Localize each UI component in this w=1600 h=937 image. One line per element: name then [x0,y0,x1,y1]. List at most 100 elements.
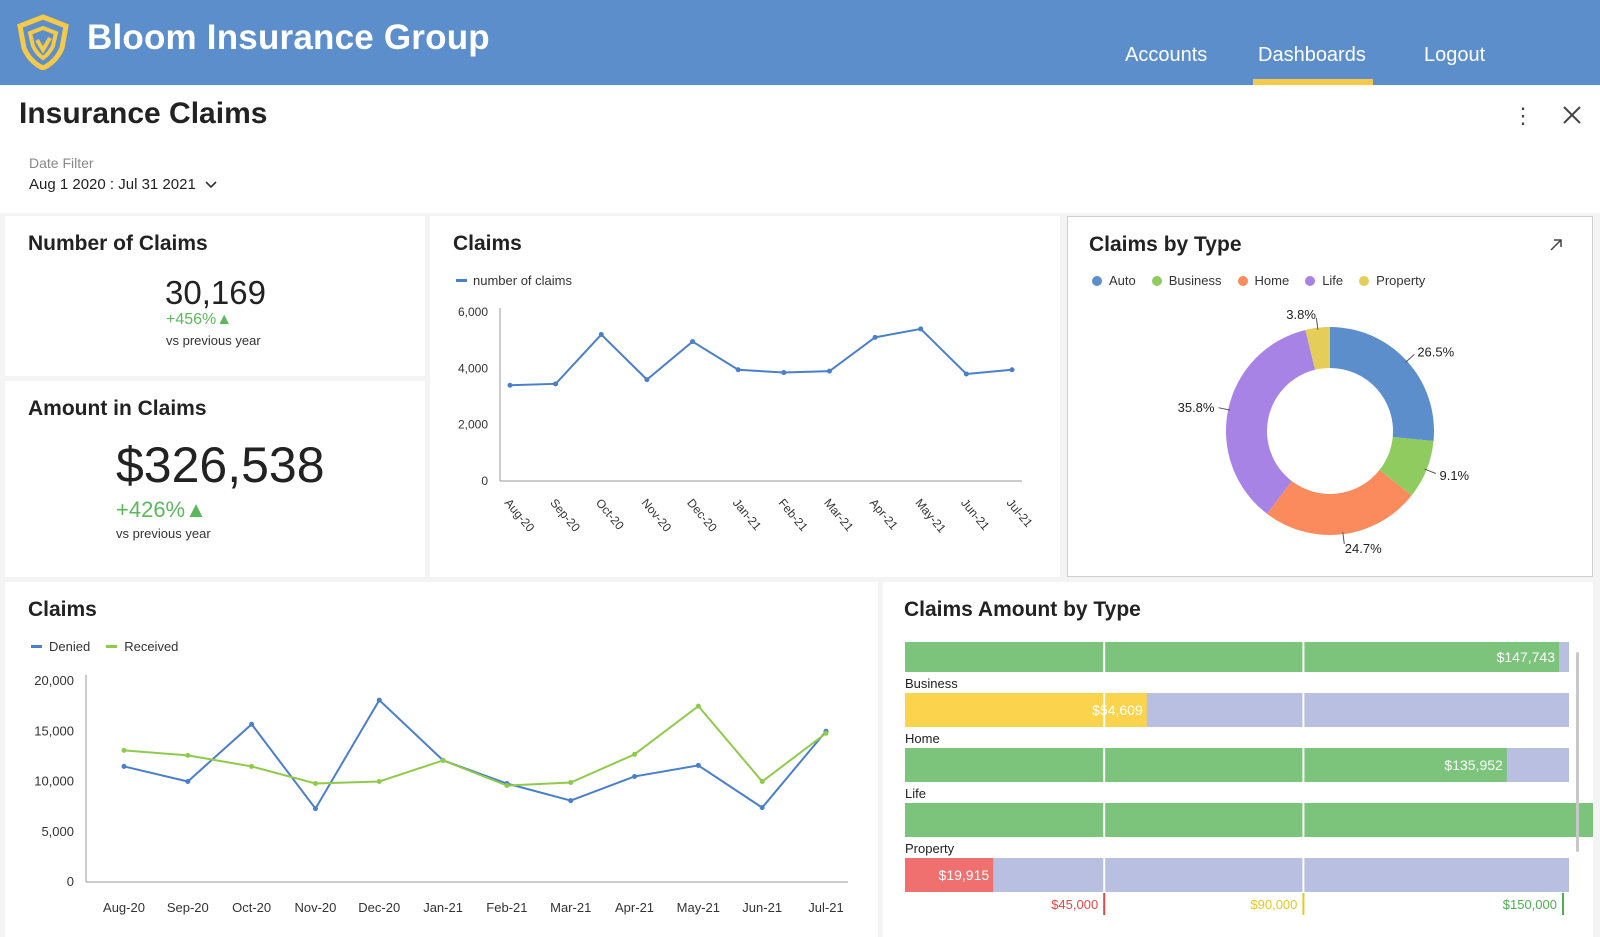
expand-icon[interactable] [1548,237,1564,253]
data-point [826,368,832,374]
data-point [781,370,787,376]
band-label: $90,000 [1250,897,1297,912]
label-leader [1424,468,1436,474]
card-claims-count: Claims number of claims 0 2,000 4,000 6,000… [430,216,1060,577]
data-point [690,339,696,345]
data-point [553,381,559,387]
kpi-value: $326,538 [116,437,325,493]
legend-swatch [1359,275,1370,286]
legend-swatch [1092,275,1102,286]
card-claims-amount-by-type: Claims Amount by Type $147,743 Business $5… [883,582,1593,937]
label-leader [1405,353,1415,363]
label-leader [1315,317,1319,330]
legend-item[interactable]: Auto [1092,273,1136,288]
x-tick-label: Jul-21 [808,900,843,915]
more-options-icon[interactable]: ⋮ [1512,103,1534,128]
legend-label: Property [1376,273,1426,288]
series-line [509,327,1013,387]
y-tick-label: 15,000 [34,723,74,738]
donut-slice [1330,327,1434,441]
data-point [507,382,513,388]
legend-item[interactable]: Received [106,639,178,654]
data-point [121,763,127,769]
data-point [823,730,829,736]
dashboard-content: Insurance Claims ⋮ Date Filter Aug 1 202… [0,85,1600,937]
bar [905,693,1147,727]
chart-title: Claims by Type [1089,233,1242,256]
legend-label: number of claims [473,273,572,288]
series-line [123,698,827,811]
donut-slice [1226,329,1316,514]
data-point [440,757,446,763]
x-tick-label: Oct-20 [593,496,627,533]
kpi-title: Amount in Claims [28,397,207,420]
chart-legend: Denied Received [31,639,188,654]
legend-item[interactable]: Property [1359,273,1425,288]
data-point [598,332,604,338]
date-filter-value: Aug 1 2020 : Jul 31 2021 [29,176,196,193]
y-tick-label: 4,000 [458,361,488,375]
x-tick-label: Dec-20 [358,900,400,915]
series-line [123,704,827,787]
data-point [695,703,701,709]
data-point [695,762,701,768]
category-label: Business [905,676,958,691]
x-tick-label: Sep-20 [547,496,583,535]
date-filter-label: Date Filter [29,155,94,171]
data-point [312,781,318,787]
card-claims-denied-received: Claims Denied Received 0 5,000 10,000 15,000… [5,582,878,937]
data-point [504,783,510,789]
donut-slice [1379,437,1434,496]
data-point [121,747,127,753]
legend-item[interactable]: Business [1151,273,1222,288]
data-point [632,773,638,779]
data-point [632,751,638,757]
kpi-card-amount-in-claims: Amount in Claims $326,538 +426%▲ vs prev… [5,381,425,577]
x-tick-label: Feb-21 [486,900,527,915]
kpi-change: +426%▲ [116,497,207,522]
data-point [376,697,382,703]
nav-accounts[interactable]: Accounts [1125,44,1208,66]
x-tick-label: May-21 [912,496,949,536]
y-tick-label: 5,000 [41,824,74,839]
bar-background [905,858,1569,892]
kpi-card-number-of-claims: Number of Claims 30,169 +456%▲ vs previo… [5,216,425,376]
chart-title: Claims Amount by Type [904,598,1141,621]
legend-item[interactable]: Life [1305,273,1343,288]
data-point [759,779,765,784]
chart-title: Claims [453,232,522,255]
legend-swatch [456,279,467,282]
data-point [312,806,318,812]
slice-label: 24.7% [1345,541,1382,556]
legend-swatch [31,645,42,648]
legend-swatch [106,645,118,648]
claims-by-type-donut-chart: 26.5% 9.1% 24.7% 35.8% 3.8% [1178,307,1470,556]
claims-count-line-chart: 0 2,000 4,000 6,000 Aug-20 Sep-20 Oct-20 Nov-20… [458,305,1036,536]
x-tick-label: Oct-20 [232,900,271,915]
data-point [568,798,574,804]
x-tick-label: Mar-21 [821,496,856,534]
nav-logout[interactable]: Logout [1424,44,1486,66]
y-tick-label: 10,000 [34,774,74,789]
bar [905,803,1593,837]
nav-dashboards[interactable]: Dashboards [1258,44,1366,66]
data-point [249,763,255,769]
bar-value-label: $135,952 [1444,757,1503,773]
x-tick-label: Jan-21 [730,496,765,533]
legend-item[interactable]: Denied [31,639,90,654]
x-tick-label: Dec-20 [684,496,720,535]
legend-item[interactable]: Home [1237,273,1289,288]
claims-amount-bullet-chart: $147,743 Business $54,609 Home $135,952 Life $… [905,642,1593,915]
claims-denied-received-line-chart: 0 5,000 10,000 15,000 20,000 Aug-20 Sep-20 Oct-… [34,673,848,915]
scrollbar[interactable] [1576,652,1579,852]
kpi-subtext: vs previous year [116,526,211,541]
dashboard-titlebar: Insurance Claims ⋮ Date Filter Aug 1 202… [0,85,1600,213]
bar-value-label: $19,915 [939,867,990,883]
date-filter-dropdown[interactable]: Aug 1 2020 : Jul 31 2021 [29,176,218,193]
x-tick-label: Jan-21 [423,900,463,915]
chart-legend: number of claims [456,273,572,288]
close-icon[interactable] [1560,103,1584,127]
nav-active-indicator [1253,79,1373,85]
shield-logo-icon [17,14,69,70]
x-tick-label: Nov-20 [294,900,336,915]
